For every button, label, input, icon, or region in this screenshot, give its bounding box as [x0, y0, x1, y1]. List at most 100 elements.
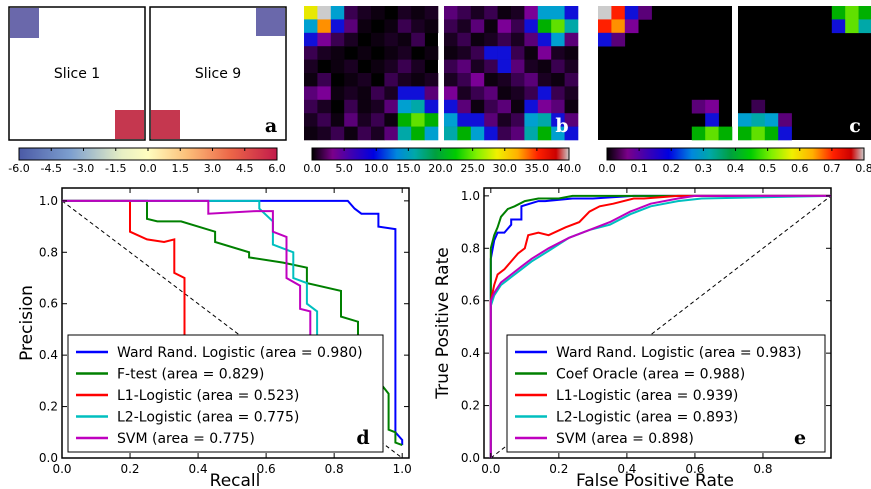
heatmap-cell [470, 59, 485, 74]
y-tick-label: 0.2 [461, 399, 480, 413]
x-tick-label: 0.2 [549, 462, 568, 476]
colorbar-tick-label: -1.5 [105, 162, 126, 175]
heatmap-cell [411, 99, 425, 114]
heatmap-cell [524, 86, 539, 101]
heatmap-cell [511, 86, 525, 101]
heatmap-cell [444, 59, 458, 74]
slice-9-red-block [151, 110, 180, 139]
heatmap-b-slice-1 [304, 6, 439, 141]
heatmap-cell [384, 19, 399, 34]
heatmap-cell [511, 99, 525, 114]
y-tick-label: 0.4 [461, 346, 480, 360]
colorbar-b-ticks: 0.0 5.0 10.0 15.0 20.0 25.0 30.0 35.0 40.0 [303, 148, 581, 175]
heatmap-cell [397, 46, 412, 60]
heatmap-cell [397, 113, 412, 127]
y-tick-label: 0.2 [39, 400, 58, 414]
heatmap-cell [470, 73, 485, 87]
heatmap-cell [564, 86, 579, 101]
heatmap-cell [718, 126, 733, 141]
slice-9-blue-block [256, 8, 285, 36]
colorbar-tick-label: 1.5 [172, 162, 190, 175]
heatmap-cell [484, 86, 498, 101]
plot-e-legend-box [506, 334, 826, 453]
heatmap-cell [304, 126, 318, 141]
heatmap-cell [537, 86, 552, 101]
heatmap-cell [564, 126, 579, 141]
heatmap-cell [424, 86, 439, 101]
heatmap-cell [497, 99, 512, 114]
heatmap-cell [330, 126, 345, 141]
y-tick-label: 0.6 [461, 294, 480, 308]
heatmap-cell [344, 32, 358, 47]
plot-e-ticks: 0.0 0.2 0.4 0.6 0.8 0.0 0.2 0.4 0.6 0.8 1.0 [461, 188, 831, 476]
plot-d-xlabel: Recall [210, 471, 261, 489]
heatmap-cell [764, 126, 779, 141]
legend-label-2: L1-Logistic (area = 0.523) [117, 388, 299, 404]
heatmap-cell [611, 32, 626, 47]
heatmap-cell [611, 6, 626, 20]
heatmap-cell [564, 19, 579, 34]
heatmap-cell [357, 113, 372, 127]
colorbar-tick-label: 40.0 [557, 162, 582, 175]
heatmap-cell [537, 6, 552, 20]
slice-1-label: Slice 1 [54, 66, 100, 82]
series-line-2 [489, 194, 831, 458]
heatmap-cell [564, 99, 579, 114]
heatmap-cell [537, 99, 552, 114]
plot-d-legend: Ward Rand. Logistic (area = 0.980) F-test… [67, 334, 384, 453]
heatmap-cell [457, 46, 472, 60]
heatmap-cell [751, 126, 766, 141]
heatmap-cell [397, 99, 412, 114]
heatmap-cell [624, 19, 639, 34]
heatmap-cell [484, 113, 498, 127]
heatmap-cell [457, 59, 472, 74]
heatmap-cell [497, 113, 512, 127]
heatmap-cell [470, 32, 485, 47]
heatmap-cell [424, 73, 439, 87]
roc-plot: 0.0 0.2 0.4 0.6 0.8 0.0 0.2 0.4 0.6 0.8 1.0 False … [433, 187, 832, 489]
heatmap-cell [484, 6, 498, 20]
heatmap-cell [624, 6, 639, 20]
heatmap-cell [778, 126, 792, 141]
colorbar-tick-label: 0.6 [791, 162, 809, 175]
heatmap-cell [537, 126, 552, 141]
slice-9-label: Slice 9 [195, 66, 241, 82]
heatmap-cell [537, 19, 552, 34]
heatmap-cell [497, 46, 512, 60]
x-tick-label: 0.4 [189, 462, 208, 476]
heatmap-cell [511, 19, 525, 34]
y-tick-label: 0.4 [39, 348, 58, 362]
heatmap-cell [598, 6, 612, 20]
heatmap-cell [551, 99, 565, 114]
plot-e-legend-items: Ward Rand. Logistic (area = 0.983) Coef O… [515, 345, 802, 447]
heatmap-cell [564, 59, 579, 74]
series-line-3 [489, 194, 831, 458]
y-tick-label: 1.0 [39, 194, 58, 208]
heatmap-cell [778, 113, 792, 127]
heatmap-cell [344, 113, 358, 127]
heatmap-cell [384, 59, 399, 74]
colorbar-tick-label: 0.7 [823, 162, 841, 175]
heatmap-cell [344, 73, 358, 87]
heatmap-cell [411, 59, 425, 74]
heatmap-cell [564, 6, 579, 20]
heatmap-cell [738, 126, 752, 141]
heatmap-cell [497, 6, 512, 20]
heatmap-cell [511, 6, 525, 20]
heatmap-cell [344, 99, 358, 114]
heatmap-cell [304, 46, 318, 60]
x-tick-label: 0.0 [481, 462, 500, 476]
heatmap-cell [551, 126, 565, 141]
heatmap-c-slice-9 [738, 6, 871, 141]
heatmap-cell [551, 32, 565, 47]
panel-letter-e: e [794, 427, 806, 449]
heatmap-cell [551, 19, 565, 34]
heatmap-cell [397, 59, 412, 74]
heatmap-cell [384, 113, 399, 127]
heatmap-cell [457, 19, 472, 34]
x-tick-label: 0.0 [52, 462, 71, 476]
colorbar-tick-label: 0.0 [303, 162, 321, 175]
heatmap-cell [344, 59, 358, 74]
colorbar-tick-label: 0.0 [598, 162, 616, 175]
